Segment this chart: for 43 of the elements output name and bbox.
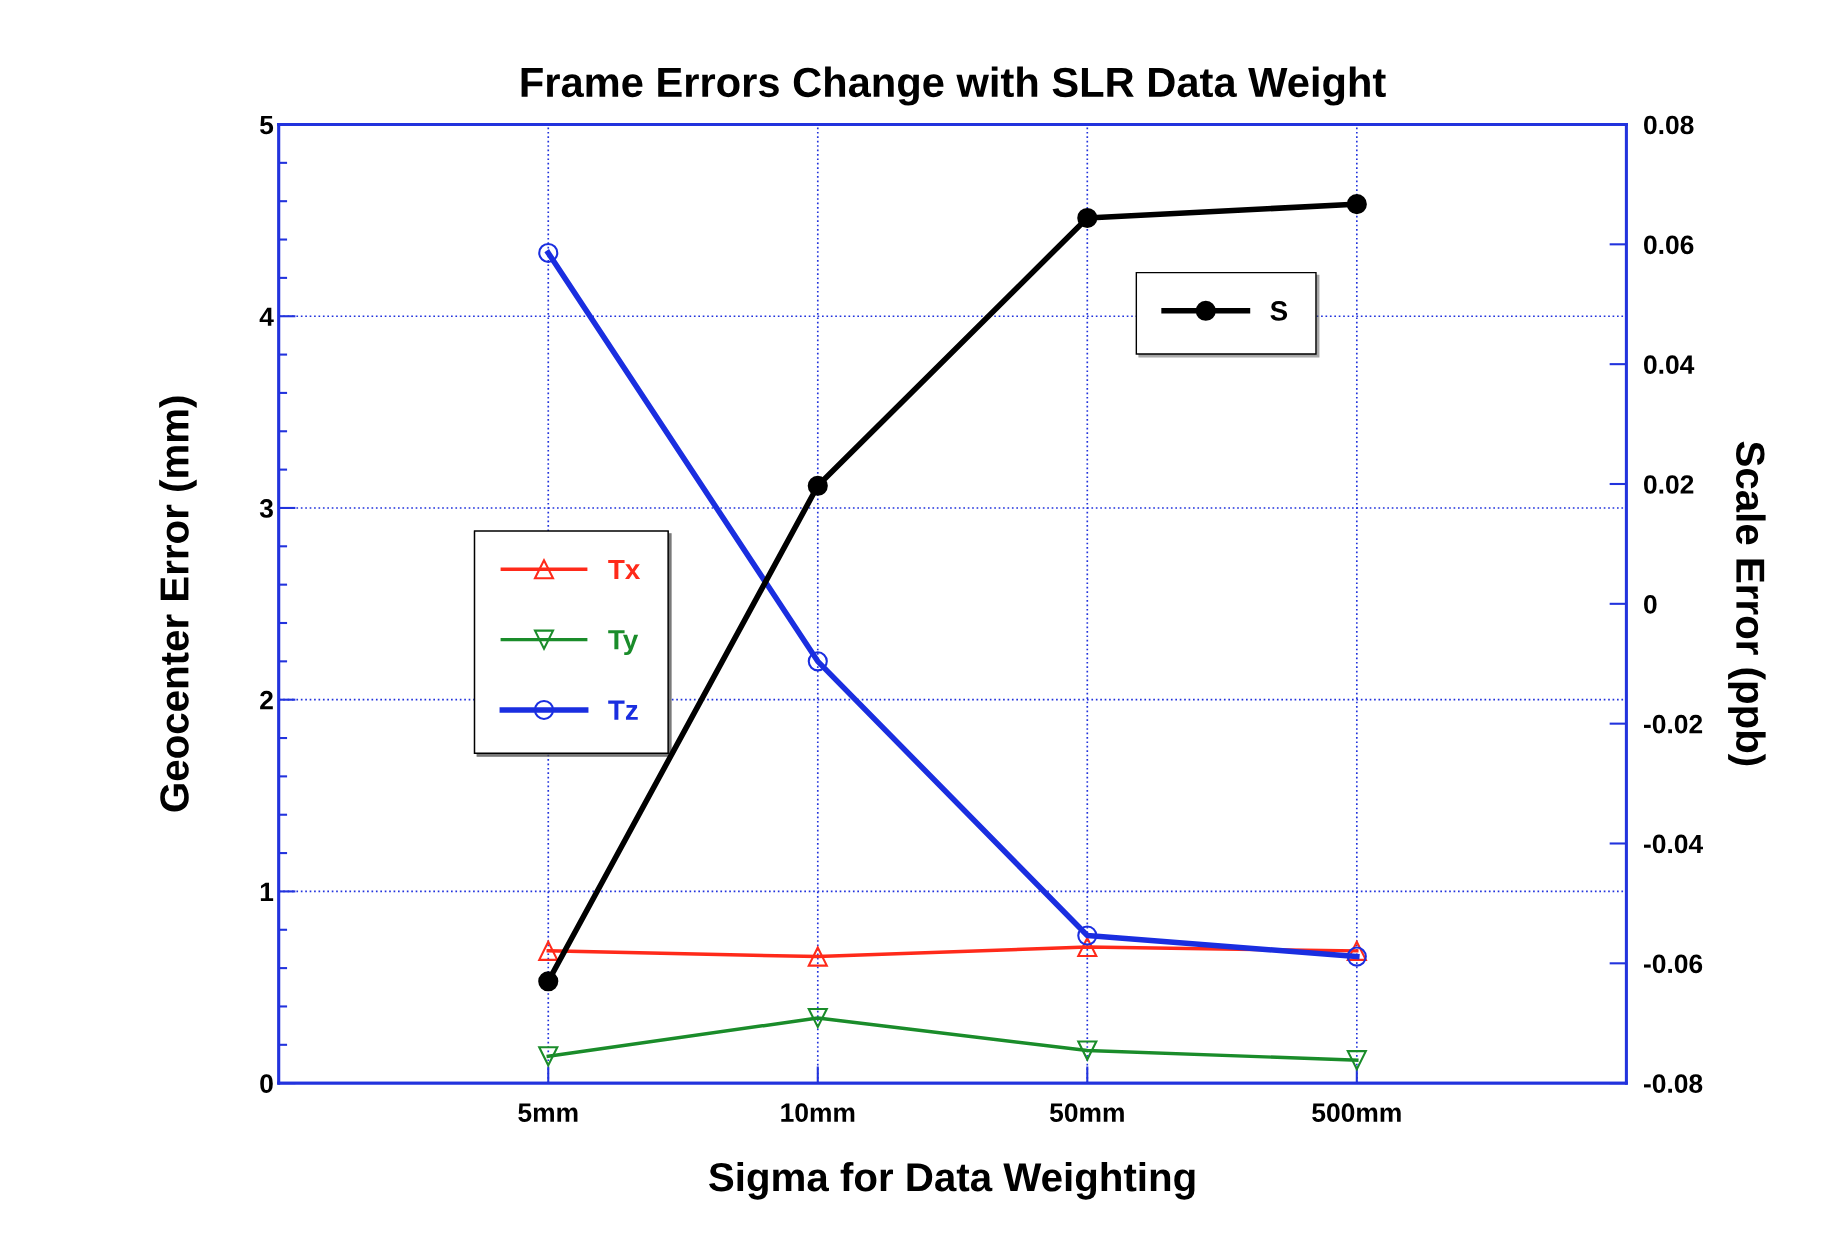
point [1346, 946, 1367, 967]
x-tick-label: 50mm [1049, 1103, 1124, 1122]
y-tick-label: 5 [260, 115, 274, 135]
x-axis-title: Sigma for Data Weighting [709, 1161, 1195, 1200]
x-tick-label: 10mm [781, 1103, 855, 1122]
legend-label: Ty [608, 630, 639, 656]
point [1346, 1050, 1367, 1071]
legend-label: S [1270, 301, 1288, 321]
y2-tick-label: -0.04 [1644, 834, 1703, 854]
y-tick-label: 2 [260, 690, 273, 710]
y2-tick-label: 0 [1644, 594, 1657, 614]
point [1346, 194, 1367, 215]
point [1077, 1040, 1098, 1061]
y2-axis-title: Scale Error (ppb) [1728, 441, 1766, 766]
y2-tick-label: -0.02 [1644, 714, 1703, 734]
point [538, 971, 559, 992]
point [538, 1046, 559, 1067]
y2-tick-label: 0.06 [1644, 235, 1694, 255]
point [1346, 940, 1367, 961]
y2-tick-label: 0.04 [1644, 355, 1695, 374]
x-tick-label: 500mm [1312, 1103, 1401, 1122]
point [1077, 936, 1098, 958]
x-tick-label: 5mm [518, 1103, 578, 1122]
y2-tick-label: 0.02 [1644, 475, 1694, 494]
y2-tick-label: -0.08 [1644, 1074, 1703, 1093]
legend-label: Tz [608, 700, 638, 720]
chart-title: Frame Errors Change with SLR Data Weight [521, 66, 1386, 106]
y-tick-label: 4 [259, 307, 274, 326]
point [538, 242, 559, 264]
point [807, 946, 828, 967]
y-axis-title: Geocenter Error (mm) [159, 396, 197, 812]
point [807, 1007, 828, 1029]
y-tick-label: 1 [260, 882, 274, 901]
y-tick-label: 3 [259, 499, 273, 518]
legend-label: Tx [608, 559, 641, 580]
point [807, 651, 828, 672]
point [538, 940, 559, 961]
y-tick-label: 0 [260, 1074, 273, 1093]
y2-tick-label: -0.06 [1644, 954, 1703, 974]
point [1077, 925, 1098, 946]
point [807, 475, 828, 496]
point [1077, 207, 1098, 229]
y2-tick-label: 0.08 [1644, 115, 1694, 135]
